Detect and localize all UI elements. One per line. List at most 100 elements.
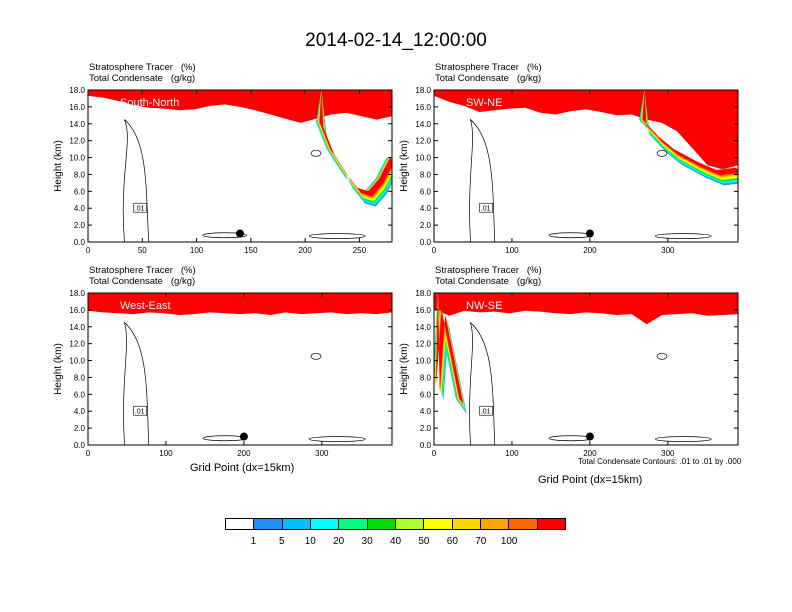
colorbar [225,518,566,530]
panel-1-title: Stratosphere Tracer (%) Total Condensate… [89,62,196,84]
y-tick-label: 6.0 [74,390,86,399]
condensate-contours [122,119,366,242]
contour-line [654,233,712,239]
colorbar-swatch [480,519,510,529]
panel-2-title-line-1: Stratosphere Tracer (%) [435,62,542,73]
contour-line [308,233,366,239]
contour-label-box [479,202,493,213]
panel-1-title-line-1: Stratosphere Tracer (%) [89,62,196,73]
location-marker [239,432,248,441]
panel-south-north: .01 0.0 2.0 4.0 6.0 8.0 10.0 12.0 14.0 16.0 18.0 0 5… [53,86,393,255]
colorbar-swatch [395,519,425,529]
panel-3-title-line-1: Stratosphere Tracer (%) [89,265,196,276]
panel-3-title-line-2: Total Condensate (g/kg) [89,276,196,287]
contour-line [469,118,496,242]
colorbar-swatch [367,519,396,529]
y-tick-label: 16.0 [415,306,431,315]
y-tick-label: 18.0 [415,86,431,95]
y-tick-label: 8.0 [420,170,432,179]
x-tick-label: 200 [583,246,597,255]
y-tick-label: 2.0 [420,221,432,230]
x-tick-label: 200 [298,246,312,255]
y-tick-label: 14.0 [69,323,85,332]
x-tick-label: 100 [159,449,173,458]
y-tick-label: 18.0 [69,86,85,95]
y-tick-label: 0.0 [74,238,86,247]
y-tick-label: 12.0 [69,340,85,349]
y-tick-label: 8.0 [420,373,432,382]
x-tick-label: 300 [661,449,675,458]
contour-label-box [133,405,147,416]
colorbar-label: 40 [389,536,402,547]
x-tick-label: 100 [505,246,519,255]
intrusion-band-3 [316,90,392,205]
contour-line [656,149,668,157]
condensate-contours [469,118,712,242]
contour-line [469,321,496,445]
panel-west-east: .01 0.0 2.0 4.0 6.0 8.0 10.0 12.0 14.0 16.0 18.0 0 1… [53,289,393,458]
colorbar-swatch [537,519,565,529]
y-tick-label: 18.0 [415,289,431,298]
y-tick-label: 2.0 [420,424,432,433]
y-tick-label: 6.0 [420,187,432,196]
colorbar-label: 100 [500,536,518,547]
contour-line [308,436,366,442]
y-tick-label: 12.0 [415,340,431,349]
colorbar-swatch [310,519,340,529]
colorbar-label: 30 [361,536,373,547]
tracer-field [434,293,738,445]
colorbar-swatch [339,519,368,529]
tracer-band-11 [434,293,738,325]
plot-frame [433,292,739,446]
y-tick-label: 14.0 [415,323,431,332]
x-tick-label: 300 [315,449,329,458]
y-tick-label: 12.0 [69,137,85,146]
tracer-field [88,293,392,445]
y-axis-title: Height (km) [399,343,410,395]
panel-label: NW-SE [466,300,502,312]
panel-4-title-line-2: Total Condensate (g/kg) [435,276,542,287]
y-tick-label: 10.0 [415,357,431,366]
y-tick-label: 4.0 [74,204,86,213]
panel-2-title: Stratosphere Tracer (%) Total Condensate… [435,62,542,84]
contour-note: Total Condensate Contours: .01 to .01 by… [578,457,742,466]
y-tick-label: 8.0 [74,170,86,179]
x-tick-label: 0 [432,449,437,458]
contour-line [656,352,668,360]
y-tick-label: 16.0 [69,306,85,315]
colorbar-label: 60 [446,536,458,547]
colorbar-label: 70 [475,536,487,547]
plot-frame [433,89,739,243]
panel-2-title-line-2: Total Condensate (g/kg) [435,73,542,84]
x-tick-label: 0 [86,246,91,255]
tracer-band-11 [88,293,392,315]
y-tick-label: 10.0 [415,154,431,163]
colorbar-swatch [254,519,283,529]
y-tick-label: 0.0 [420,441,432,450]
x-tick-label: 100 [190,246,204,255]
x-tick-label: 150 [244,246,258,255]
contour-line [123,321,150,445]
colorbar-swatch [452,519,481,529]
panel-3-title: Stratosphere Tracer (%) Total Condensate… [89,265,196,287]
contour-label: .01 [135,409,145,416]
panel-sw-ne: .01 0.0 2.0 4.0 6.0 8.0 10.0 12.0 14.0 16.0 18.0 0 1… [399,86,739,255]
y-tick-label: 8.0 [74,373,86,382]
contour-line [310,352,322,360]
colorbar-swatch [282,519,311,529]
y-tick-label: 12.0 [415,137,431,146]
contour-line [654,436,712,442]
y-tick-label: 14.0 [69,120,85,129]
x-tick-label: 200 [583,449,597,458]
contour-line [310,149,322,157]
tracer-field [88,90,392,242]
plot-frame [87,292,393,446]
colorbar-swatch [226,519,255,529]
location-marker [236,229,244,238]
y-tick-label: 14.0 [415,120,431,129]
y-tick-label: 18.0 [69,289,85,298]
x-axis-title-left: Grid Point (dx=15km) [190,462,295,474]
contour-label: .01 [135,206,145,213]
x-tick-label: 300 [661,246,675,255]
y-tick-label: 6.0 [420,390,432,399]
